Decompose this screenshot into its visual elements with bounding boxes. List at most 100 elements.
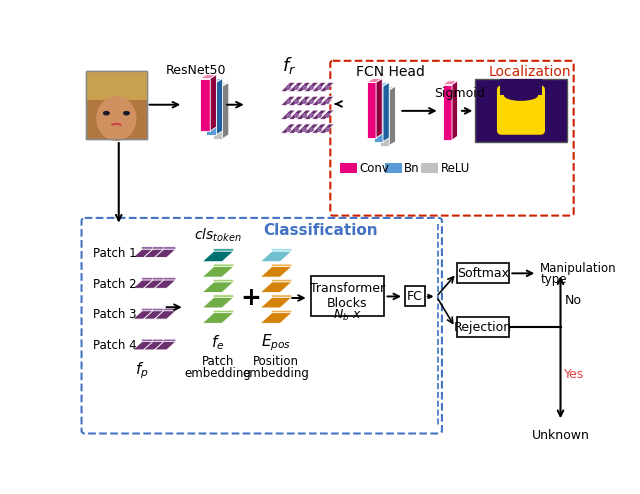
- Polygon shape: [380, 86, 396, 90]
- Text: FCN Head: FCN Head: [356, 65, 424, 79]
- Polygon shape: [141, 339, 154, 341]
- Bar: [500, 79, 542, 95]
- Polygon shape: [452, 81, 458, 140]
- Text: No: No: [564, 294, 581, 307]
- Polygon shape: [374, 82, 389, 86]
- Text: Classification: Classification: [263, 223, 378, 238]
- Bar: [200, 79, 210, 131]
- Polygon shape: [163, 247, 176, 249]
- Polygon shape: [296, 96, 311, 106]
- Ellipse shape: [123, 111, 130, 116]
- Ellipse shape: [96, 96, 136, 141]
- Polygon shape: [289, 82, 303, 91]
- Text: Conv: Conv: [359, 162, 389, 175]
- Polygon shape: [152, 247, 165, 249]
- Text: +: +: [240, 286, 261, 310]
- Text: embedding: embedding: [243, 367, 310, 380]
- Polygon shape: [312, 110, 326, 120]
- Polygon shape: [271, 264, 292, 266]
- Text: Manipulation: Manipulation: [540, 262, 617, 275]
- Polygon shape: [289, 124, 303, 133]
- Polygon shape: [281, 96, 296, 106]
- Bar: [457, 263, 509, 284]
- Polygon shape: [143, 249, 165, 257]
- Polygon shape: [154, 249, 176, 257]
- Bar: [380, 90, 389, 146]
- Text: Softmax: Softmax: [457, 267, 509, 280]
- Polygon shape: [289, 96, 303, 106]
- Polygon shape: [141, 247, 154, 249]
- Bar: [385, 163, 402, 173]
- Bar: [476, 79, 566, 142]
- Text: Bn: Bn: [404, 162, 420, 175]
- Polygon shape: [216, 79, 223, 135]
- Polygon shape: [154, 311, 176, 319]
- Bar: [457, 317, 509, 337]
- Polygon shape: [260, 282, 292, 292]
- Text: Sigmoid: Sigmoid: [435, 86, 485, 100]
- Polygon shape: [152, 278, 165, 280]
- Polygon shape: [206, 79, 223, 82]
- Polygon shape: [163, 278, 176, 280]
- Polygon shape: [367, 79, 382, 82]
- Polygon shape: [213, 264, 234, 266]
- Polygon shape: [296, 82, 311, 91]
- Polygon shape: [202, 282, 234, 292]
- Polygon shape: [163, 339, 176, 341]
- Polygon shape: [271, 310, 292, 313]
- Polygon shape: [213, 248, 234, 251]
- Polygon shape: [200, 75, 216, 79]
- Bar: [421, 163, 438, 173]
- Polygon shape: [132, 311, 154, 319]
- Text: ReLU: ReLU: [440, 162, 470, 175]
- Bar: [86, 71, 147, 100]
- Polygon shape: [376, 79, 382, 138]
- Text: Patch 2: Patch 2: [93, 278, 137, 290]
- Bar: [404, 287, 425, 306]
- Polygon shape: [152, 308, 165, 311]
- Polygon shape: [383, 82, 389, 142]
- Polygon shape: [202, 266, 234, 277]
- Ellipse shape: [103, 111, 110, 116]
- Polygon shape: [143, 341, 165, 350]
- Polygon shape: [202, 313, 234, 324]
- Polygon shape: [132, 249, 154, 257]
- Polygon shape: [281, 110, 296, 120]
- Bar: [212, 86, 223, 139]
- Polygon shape: [319, 124, 334, 133]
- Text: Patch 3: Patch 3: [93, 308, 137, 322]
- Polygon shape: [296, 110, 311, 120]
- Polygon shape: [281, 124, 296, 133]
- Bar: [340, 163, 356, 173]
- Polygon shape: [289, 110, 303, 120]
- Text: embedding: embedding: [184, 367, 252, 380]
- Text: FC: FC: [407, 290, 423, 303]
- Polygon shape: [212, 82, 229, 86]
- Bar: [367, 82, 376, 138]
- Polygon shape: [389, 86, 396, 146]
- Polygon shape: [319, 110, 334, 120]
- Polygon shape: [141, 278, 154, 280]
- Polygon shape: [213, 310, 234, 313]
- Polygon shape: [304, 110, 319, 120]
- Polygon shape: [296, 124, 311, 133]
- Ellipse shape: [504, 90, 538, 101]
- Polygon shape: [260, 297, 292, 308]
- Polygon shape: [319, 96, 334, 106]
- Polygon shape: [319, 82, 334, 91]
- Bar: [310, 277, 384, 317]
- Text: $E_{pos}$: $E_{pos}$: [261, 332, 291, 353]
- Polygon shape: [163, 308, 176, 311]
- Polygon shape: [260, 313, 292, 324]
- Bar: [443, 84, 452, 140]
- Polygon shape: [312, 82, 326, 91]
- Bar: [86, 71, 147, 139]
- Polygon shape: [132, 341, 154, 350]
- Text: Yes: Yes: [564, 368, 584, 381]
- FancyBboxPatch shape: [330, 61, 573, 215]
- Polygon shape: [132, 280, 154, 288]
- Text: Patch: Patch: [202, 355, 234, 369]
- Polygon shape: [260, 251, 292, 262]
- Polygon shape: [213, 295, 234, 297]
- Text: type: type: [540, 273, 567, 286]
